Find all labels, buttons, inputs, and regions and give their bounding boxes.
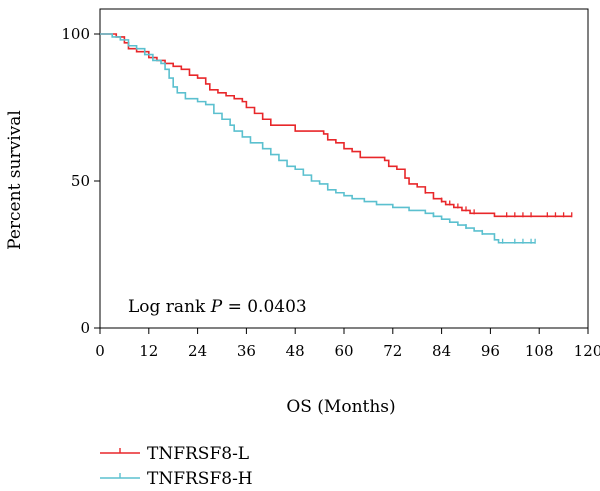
log-rank-annotation: Log rank P = 0.0403 — [128, 297, 307, 317]
x-tick-label: 0 — [95, 342, 105, 360]
y-axis-ticks: 0 50 100 — [61, 25, 100, 337]
x-tick-label: 48 — [286, 342, 305, 360]
x-axis-title: OS (Months) — [286, 397, 395, 417]
x-tick-label: 120 — [574, 342, 600, 360]
survival-curve-low — [100, 33, 572, 218]
survival-curves — [100, 33, 573, 244]
x-tick-label: 60 — [334, 342, 353, 360]
y-tick-label: 50 — [71, 172, 90, 190]
x-tick-label: 24 — [188, 342, 207, 360]
x-tick-label: 84 — [432, 342, 451, 360]
annotation-stat: P — [210, 297, 223, 317]
x-tick-label: 36 — [237, 342, 256, 360]
y-tick-label: 100 — [61, 25, 90, 43]
y-axis-title: Percent survival — [5, 110, 25, 250]
x-tick-label: 108 — [525, 342, 554, 360]
x-tick-label: 72 — [383, 342, 402, 360]
legend: TNFRSF8-L TNFRSF8-H — [100, 444, 253, 489]
x-tick-label: 96 — [481, 342, 500, 360]
x-tick-label: 12 — [139, 342, 158, 360]
annotation-prefix: Log rank — [128, 297, 211, 317]
annotation-suffix: = 0.0403 — [222, 297, 307, 317]
x-axis-ticks: 0 12 24 36 48 60 72 84 96 108 120 — [95, 328, 600, 360]
plot-frame — [99, 8, 589, 329]
legend-label-low: TNFRSF8-L — [147, 444, 249, 464]
legend-label-high: TNFRSF8-H — [147, 469, 253, 489]
survival-curve-high — [100, 33, 536, 244]
y-tick-label: 0 — [80, 319, 90, 337]
